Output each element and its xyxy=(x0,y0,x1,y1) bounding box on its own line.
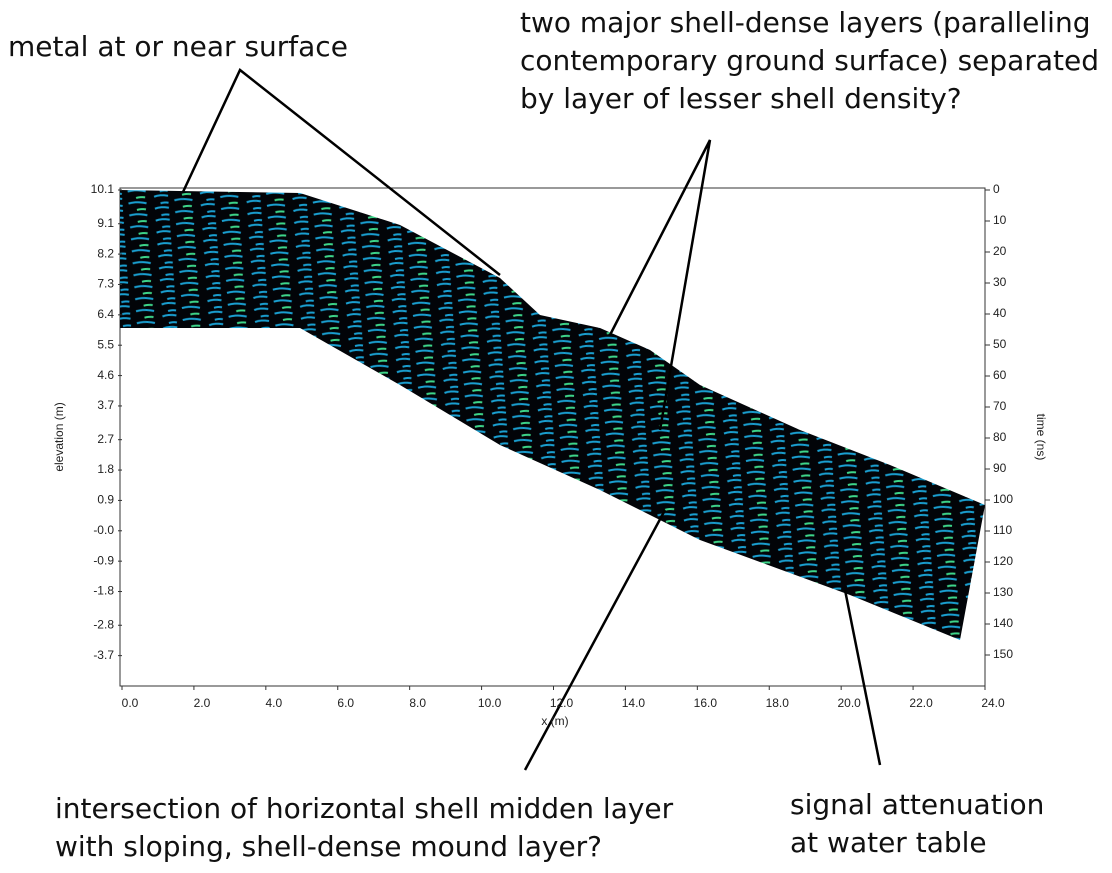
x-tick-label: 16.0 xyxy=(694,696,718,710)
y2-tick-label: 50 xyxy=(993,337,1007,351)
y2-tick-label: 80 xyxy=(993,430,1007,444)
annotation-text: intersection of horizontal shell midden … xyxy=(55,792,674,825)
annotation-text: by layer of lesser shell density? xyxy=(520,82,962,115)
y-tick-label: 2.7 xyxy=(97,432,114,446)
x-tick-label: 0.0 xyxy=(122,696,139,710)
y2-tick-label: 60 xyxy=(993,368,1007,382)
y-axis-label: elevation (m) xyxy=(52,402,66,471)
y-tick-label: -3.7 xyxy=(93,648,114,662)
x-axis-label: x (m) xyxy=(541,714,568,728)
annotation-text: metal at or near surface xyxy=(8,30,348,63)
x-tick-label: 4.0 xyxy=(265,696,282,710)
x-tick-label: 22.0 xyxy=(909,696,933,710)
x-tick-label: 14.0 xyxy=(622,696,646,710)
y-tick-label: 5.5 xyxy=(97,337,114,351)
annotation-text: contemporary ground surface) separated xyxy=(520,44,1099,77)
y-tick-label: 0.9 xyxy=(97,493,114,507)
annotation-text: two major shell-dense layers (parallelin… xyxy=(520,6,1090,39)
y-tick-label: 6.4 xyxy=(97,307,114,321)
y-tick-label: -0.0 xyxy=(93,523,114,537)
y-tick-label: 4.6 xyxy=(97,368,114,382)
annotation-text: at water table xyxy=(790,826,987,859)
figure: x (m) elevation (m) time (ns) 10.1 9.1 8.2… xyxy=(0,0,1112,873)
annotation-text: signal attenuation xyxy=(790,788,1044,821)
y-tick-label: 7.3 xyxy=(97,277,114,291)
y2-tick-label: 110 xyxy=(993,523,1012,537)
x-tick-label: 6.0 xyxy=(337,696,354,710)
x-tick-label: 24.0 xyxy=(981,696,1005,710)
y-tick-label: 9.1 xyxy=(97,216,114,230)
y2-tick-label: 0 xyxy=(993,182,1000,196)
y2-tick-label: 20 xyxy=(993,244,1007,258)
y-tick-label: 10.1 xyxy=(91,182,115,196)
x-tick-label: 2.0 xyxy=(194,696,211,710)
y-tick-label: 8.2 xyxy=(97,246,114,260)
y-tick-label: -2.8 xyxy=(93,617,114,631)
y-tick-label: -1.8 xyxy=(93,584,114,598)
annotation-text: with sloping, shell-dense mound layer? xyxy=(55,830,602,863)
y2-tick-label: 10 xyxy=(993,213,1007,227)
y2-tick-label: 100 xyxy=(993,492,1013,506)
y2-tick-label: 120 xyxy=(993,554,1013,568)
x-tick-label: 10.0 xyxy=(478,696,502,710)
y2-tick-label: 130 xyxy=(993,585,1013,599)
y-tick-label: -0.9 xyxy=(93,553,114,567)
y-tick-label: 1.8 xyxy=(97,462,114,476)
y2-tick-label: 90 xyxy=(993,461,1007,475)
y2-tick-label: 30 xyxy=(993,275,1007,289)
y-tick-label: 3.7 xyxy=(97,398,114,412)
y2-tick-label: 40 xyxy=(993,306,1007,320)
x-tick-label: 8.0 xyxy=(409,696,426,710)
x-tick-label: 20.0 xyxy=(837,696,861,710)
y2-axis-label: time (ns) xyxy=(1034,414,1048,461)
y2-tick-label: 150 xyxy=(993,647,1013,661)
x-tick-label: 12.0 xyxy=(550,696,574,710)
y2-tick-label: 70 xyxy=(993,399,1007,413)
y2-tick-label: 140 xyxy=(993,616,1013,630)
x-tick-label: 18.0 xyxy=(766,696,790,710)
